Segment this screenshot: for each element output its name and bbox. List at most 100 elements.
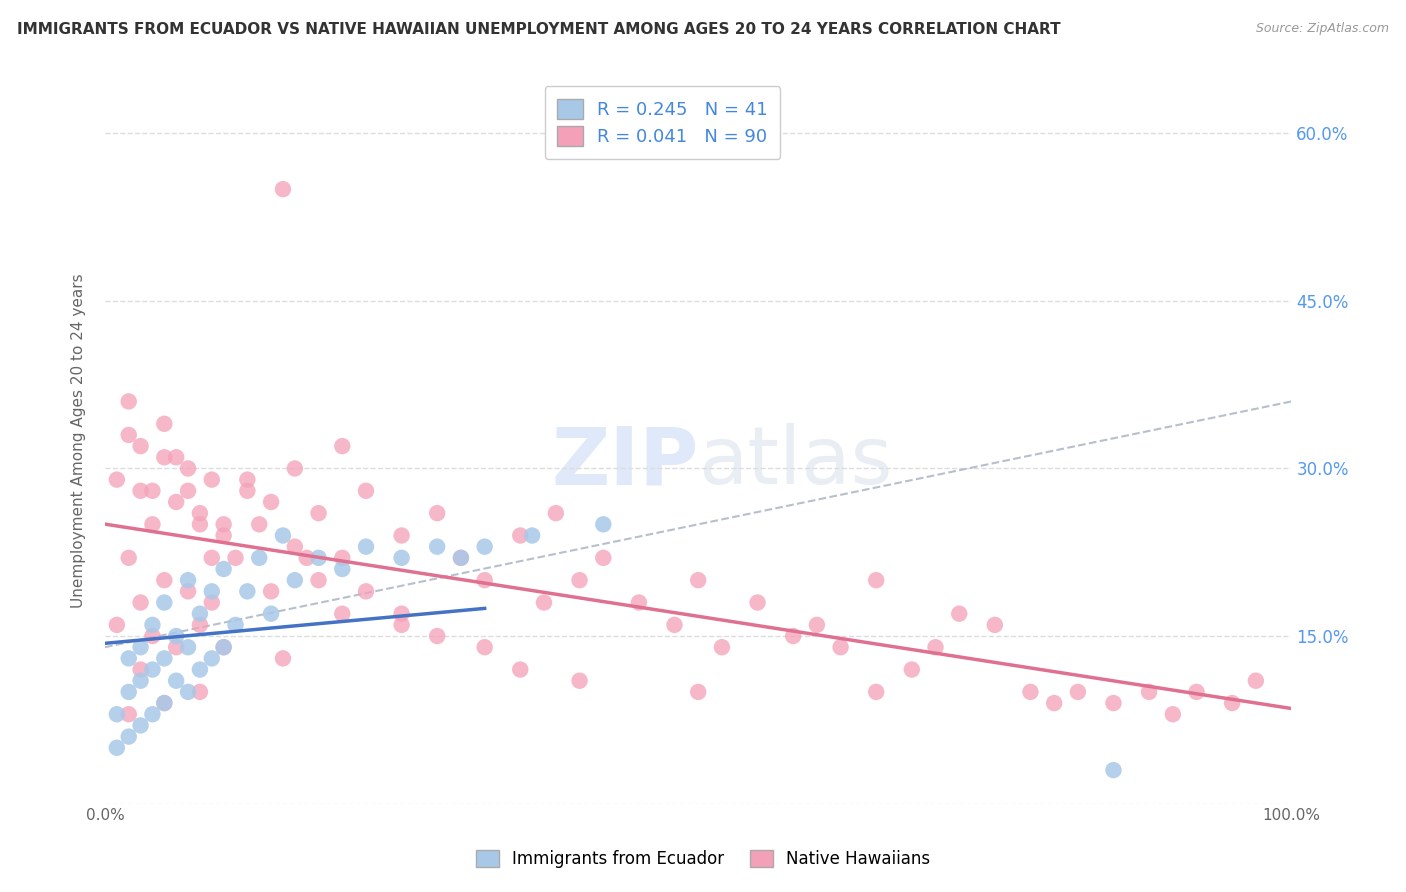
Point: [153, 595, 176, 609]
Point: [153, 696, 176, 710]
Point: [1244, 673, 1267, 688]
Point: [354, 584, 377, 599]
Point: [260, 584, 283, 599]
Point: [141, 629, 163, 643]
Point: [141, 517, 163, 532]
Point: [830, 640, 852, 655]
Point: [188, 618, 211, 632]
Point: [354, 540, 377, 554]
Point: [948, 607, 970, 621]
Point: [688, 685, 710, 699]
Point: [474, 540, 496, 554]
Point: [806, 618, 828, 632]
Point: [212, 528, 235, 542]
Point: [984, 618, 1007, 632]
Point: [391, 550, 413, 565]
Point: [188, 506, 211, 520]
Point: [129, 439, 152, 453]
Point: [1067, 685, 1090, 699]
Point: [141, 483, 163, 498]
Y-axis label: Unemployment Among Ages 20 to 24 years: Unemployment Among Ages 20 to 24 years: [72, 273, 86, 607]
Point: [212, 640, 235, 655]
Point: [118, 651, 141, 665]
Point: [177, 483, 200, 498]
Point: [900, 663, 922, 677]
Point: [236, 584, 259, 599]
Point: [271, 528, 294, 542]
Point: [664, 618, 686, 632]
Point: [201, 473, 224, 487]
Point: [141, 663, 163, 677]
Point: [1102, 696, 1125, 710]
Point: [1185, 685, 1208, 699]
Point: [426, 629, 449, 643]
Point: [247, 550, 270, 565]
Point: [1220, 696, 1243, 710]
Point: [520, 528, 543, 542]
Point: [474, 640, 496, 655]
Point: [391, 618, 413, 632]
Point: [271, 182, 294, 196]
Point: [247, 517, 270, 532]
Point: [782, 629, 804, 643]
Point: [212, 562, 235, 576]
Point: [260, 607, 283, 621]
Point: [212, 640, 235, 655]
Point: [177, 685, 200, 699]
Point: [1019, 685, 1042, 699]
Point: [129, 483, 152, 498]
Point: [118, 730, 141, 744]
Point: [129, 673, 152, 688]
Point: [1102, 763, 1125, 777]
Point: [544, 506, 567, 520]
Text: ZIP: ZIP: [551, 424, 699, 501]
Point: [201, 550, 224, 565]
Point: [188, 607, 211, 621]
Point: [747, 595, 769, 609]
Point: [153, 651, 176, 665]
Point: [201, 651, 224, 665]
Point: [330, 439, 353, 453]
Point: [212, 517, 235, 532]
Point: [426, 506, 449, 520]
Point: [924, 640, 946, 655]
Point: [118, 685, 141, 699]
Point: [284, 573, 307, 587]
Text: atlas: atlas: [699, 424, 893, 501]
Point: [688, 573, 710, 587]
Point: [129, 663, 152, 677]
Point: [201, 595, 224, 609]
Point: [177, 461, 200, 475]
Point: [105, 473, 128, 487]
Point: [224, 550, 246, 565]
Point: [129, 595, 152, 609]
Point: [188, 663, 211, 677]
Point: [533, 595, 555, 609]
Point: [118, 428, 141, 442]
Point: [177, 640, 200, 655]
Point: [1043, 696, 1066, 710]
Point: [354, 483, 377, 498]
Point: [188, 685, 211, 699]
Point: [330, 550, 353, 565]
Point: [165, 640, 187, 655]
Point: [153, 573, 176, 587]
Point: [509, 528, 531, 542]
Point: [260, 495, 283, 509]
Point: [330, 562, 353, 576]
Point: [105, 618, 128, 632]
Point: [153, 417, 176, 431]
Point: [308, 506, 330, 520]
Point: [865, 573, 887, 587]
Point: [236, 483, 259, 498]
Point: [568, 673, 591, 688]
Point: [165, 673, 187, 688]
Point: [426, 540, 449, 554]
Point: [188, 517, 211, 532]
Point: [153, 450, 176, 465]
Point: [450, 550, 472, 565]
Point: [592, 550, 614, 565]
Point: [271, 651, 294, 665]
Point: [710, 640, 733, 655]
Point: [129, 718, 152, 732]
